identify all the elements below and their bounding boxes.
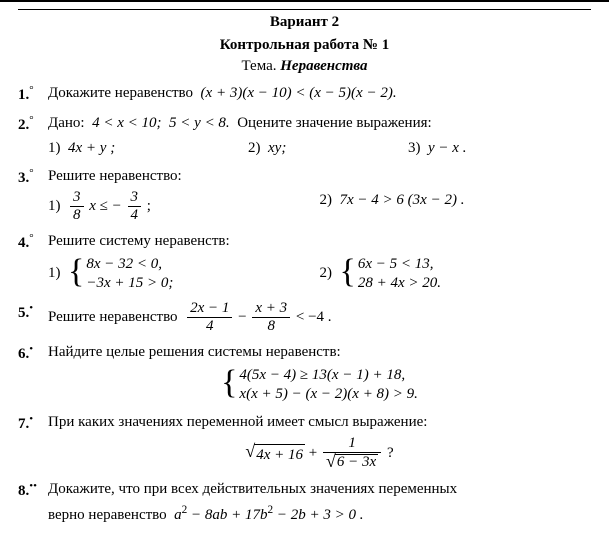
heading-variant: Вариант 2: [18, 14, 591, 31]
theme-value: Неравенства: [280, 58, 367, 74]
task-6-text: Найдите целые решения системы неравенств…: [48, 344, 341, 360]
task-5-text: Решите неравенство: [48, 309, 178, 325]
heading-title: Контрольная работа № 1: [18, 37, 591, 54]
task-3-opt-1: 1) 38 x ≤ − 34 ;: [48, 190, 320, 223]
task-1-expr: (x + 3)(x − 10) < (x − 5)(x − 2).: [197, 85, 397, 101]
task-8-line2: верно неравенство a2 − 8ab + 17b2 − 2b +…: [18, 503, 591, 525]
task-4-text: Решите систему неравенств:: [48, 233, 230, 249]
task-2-text-a: Дано:: [48, 115, 85, 131]
task-2-opt-3: 3) y − x .: [408, 138, 591, 158]
task-2-given: 4 < x < 10; 5 < y < 8.: [88, 115, 229, 131]
task-2-opt-1: 1) 4x + y ;: [48, 138, 248, 158]
task-3: 3.° Решите неравенство: 1) 38 x ≤ − 34 ;…: [18, 166, 591, 223]
task-3-text: Решите неравенство:: [48, 168, 182, 184]
task-8-text: Докажите, что при всех действительных зн…: [48, 481, 457, 497]
task-3-opt-2: 2) 7x − 4 > 6 (3x − 2) .: [320, 190, 592, 223]
task-1-text: Докажите неравенство: [48, 85, 193, 101]
task-4-opt-2: 2) { 6x − 5 < 13, 28 + 4x > 20.: [320, 255, 592, 293]
task-4: 4.° Решите систему неравенств: 1) { 8x −…: [18, 231, 591, 293]
heading-theme: Тема. Неравенства: [18, 58, 591, 75]
task-2-text-b: Оцените значение выражения:: [233, 115, 431, 131]
task-2: 2.° Дано: 4 < x < 10; 5 < y < 8. Оцените…: [18, 113, 591, 158]
task-2-opt-2: 2) xy;: [248, 138, 408, 158]
task-6: 6.• Найдите целые решения системы нераве…: [18, 342, 591, 404]
task-1: 1.° Докажите неравенство (x + 3)(x − 10)…: [18, 83, 591, 105]
task-7-text: При каких значениях переменной имеет смы…: [48, 414, 427, 430]
task-4-opt-1: 1) { 8x − 32 < 0, −3x + 15 > 0;: [48, 255, 320, 293]
task-5: 5.• Решите неравенство 2x − 14 − x + 38 …: [18, 301, 591, 334]
task-8: 8.•• Докажите, что при всех действительн…: [18, 479, 591, 501]
theme-label: Тема.: [241, 58, 276, 74]
task-7: 7.• При каких значениях переменной имеет…: [18, 412, 591, 471]
